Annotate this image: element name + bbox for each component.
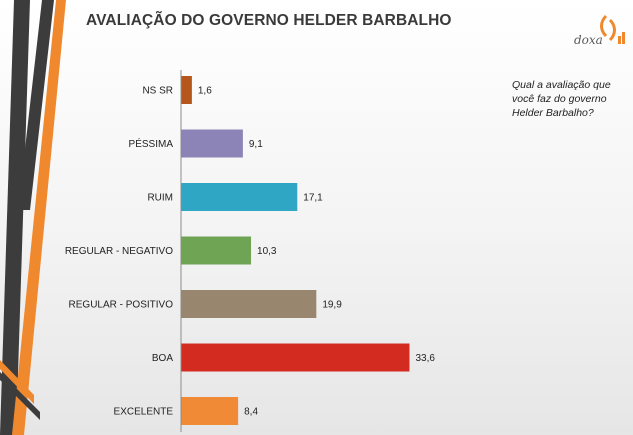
- category-label: REGULAR - NEGATIVO: [65, 246, 173, 257]
- category-label: REGULAR - POSITIVO: [69, 300, 174, 311]
- bar: [181, 343, 410, 372]
- bar: [181, 183, 298, 211]
- bar: [181, 397, 239, 425]
- bar-value-label: 9,1: [249, 139, 263, 150]
- survey-question: Qual a avaliação que você faz do governo…: [512, 79, 611, 119]
- bar: [181, 76, 192, 104]
- category-label: NS SR: [142, 86, 173, 97]
- bar-value-label: 33,6: [415, 353, 435, 364]
- category-label: EXCELENTE: [114, 407, 174, 418]
- bars-layer: NS SR 1,6 PÉSSIMA 9,1 RUIM 17,1 REGULAR - NEGA…: [65, 76, 435, 425]
- doxa-logo-text: doxa: [574, 33, 603, 47]
- chart-title: AVALIAÇÃO DO GOVERNO HELDER BARBALHO: [86, 12, 452, 29]
- bar-value-label: 8,4: [244, 407, 258, 418]
- category-label: RUIM: [147, 193, 173, 204]
- category-label: BOA: [152, 353, 173, 364]
- bar-value-label: 10,3: [257, 246, 277, 257]
- bar: [181, 236, 252, 265]
- decorative-side-stripes: [0, 0, 66, 435]
- bar: [181, 129, 243, 158]
- bar-value-label: 1,6: [198, 86, 212, 97]
- bar: [181, 290, 317, 318]
- bar-value-label: 19,9: [322, 300, 342, 311]
- category-label: PÉSSIMA: [129, 137, 174, 150]
- bar-value-label: 17,1: [303, 193, 323, 204]
- doxa-logo-icon: [600, 14, 625, 44]
